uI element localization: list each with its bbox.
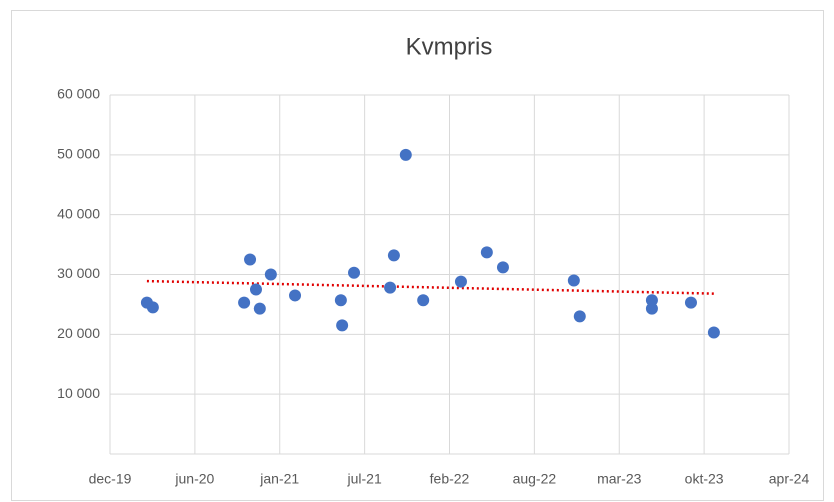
y-tick-label: 60 000 (57, 86, 100, 102)
point (684, 296, 697, 309)
point (567, 274, 580, 287)
point (238, 296, 251, 309)
point (264, 268, 277, 281)
x-tick-label: aug-22 (513, 471, 557, 487)
x-tick-label: dec-19 (89, 471, 132, 487)
point (289, 289, 302, 302)
point (336, 319, 349, 332)
point (387, 249, 400, 262)
x-tick-label: jun-20 (174, 471, 214, 487)
point (249, 283, 262, 296)
y-tick-label: 30 000 (57, 265, 100, 281)
chart-border (11, 10, 824, 501)
x-tick-label: jan-21 (259, 471, 299, 487)
x-tick-label: okt-23 (685, 471, 724, 487)
point (645, 302, 658, 315)
y-tick-label: 20 000 (57, 325, 100, 341)
point (645, 294, 658, 307)
point (454, 275, 467, 288)
x-tick-label: apr-24 (769, 471, 810, 487)
x-tick-label: feb-22 (430, 471, 470, 487)
x-tick-label: jul-21 (347, 471, 382, 487)
y-tick-label: 40 000 (57, 205, 100, 221)
point (399, 148, 412, 161)
point (334, 294, 347, 307)
point (384, 281, 397, 294)
point (480, 246, 493, 259)
point (417, 294, 430, 307)
point (244, 253, 257, 266)
y-tick-label: 10 000 (57, 385, 100, 401)
point (496, 261, 509, 274)
x-tick-label: mar-23 (597, 471, 642, 487)
y-tick-label: 50 000 (57, 146, 100, 162)
point (573, 310, 586, 323)
point (146, 301, 159, 314)
chart-title: Kvmpris (406, 33, 493, 60)
point (707, 326, 720, 339)
point (253, 302, 266, 315)
point (348, 266, 361, 279)
